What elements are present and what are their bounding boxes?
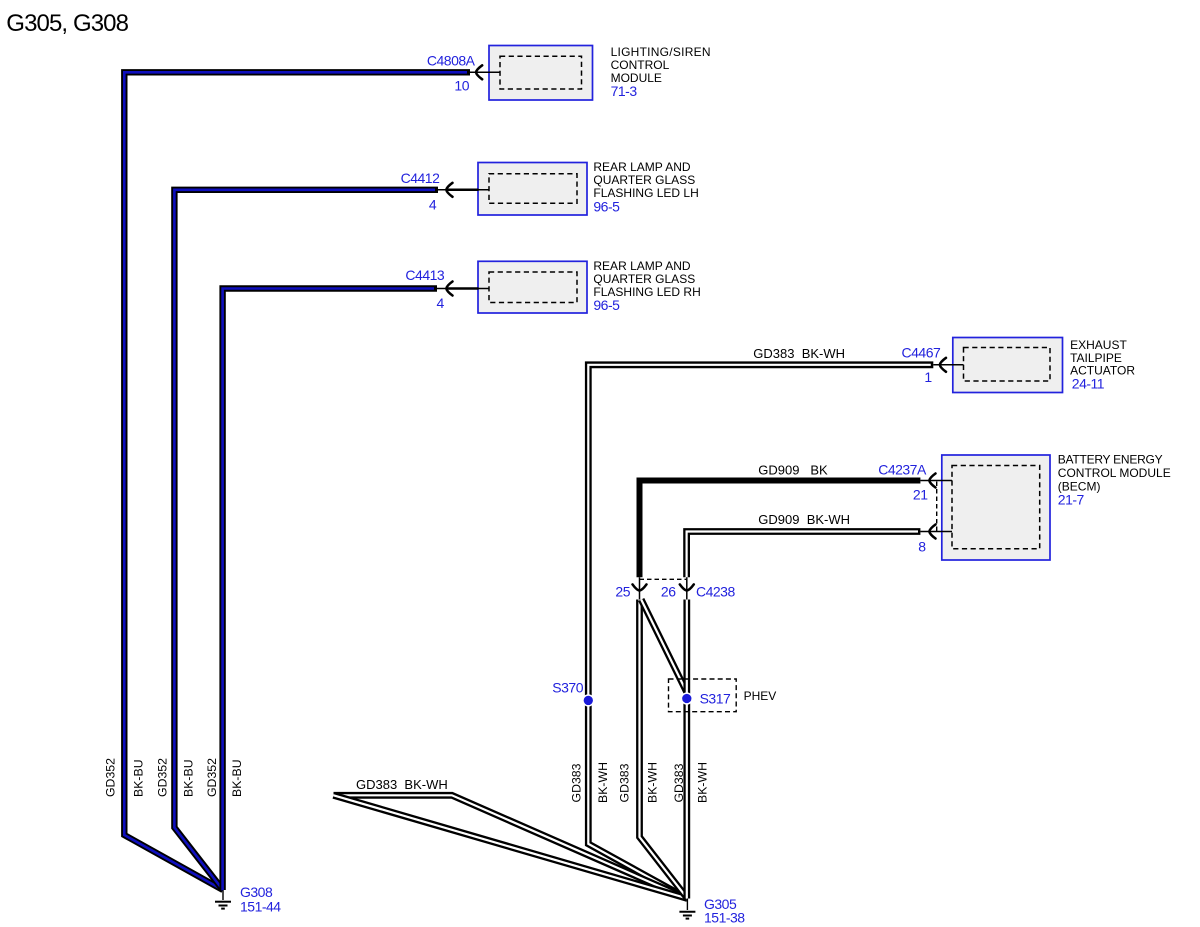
svg-text:C4467: C4467 (902, 345, 941, 361)
svg-text:GD909 BK-WH: GD909 BK-WH (758, 512, 850, 527)
svg-text:BK-WH: BK-WH (646, 762, 660, 803)
svg-text:GD352: GD352 (103, 758, 117, 797)
svg-text:G305, G308: G305, G308 (6, 10, 128, 37)
svg-text:(BECM): (BECM) (1058, 479, 1101, 493)
svg-text:REAR LAMP AND: REAR LAMP AND (593, 160, 690, 174)
svg-text:C4413: C4413 (405, 267, 444, 283)
svg-text:ACTUATOR: ACTUATOR (1070, 364, 1135, 378)
svg-text:10: 10 (454, 77, 469, 93)
svg-text:G308: G308 (240, 884, 273, 900)
svg-text:C4238: C4238 (696, 584, 735, 600)
svg-text:C4412: C4412 (401, 170, 440, 186)
svg-text:71-3: 71-3 (611, 83, 638, 99)
svg-text:FLASHING LED RH: FLASHING LED RH (593, 285, 700, 299)
svg-text:CONTROL: CONTROL (611, 58, 670, 72)
svg-text:QUARTER GLASS: QUARTER GLASS (593, 173, 695, 187)
svg-text:BK-WH: BK-WH (596, 762, 610, 803)
svg-text:C4808A: C4808A (427, 52, 476, 68)
svg-text:26: 26 (661, 584, 676, 600)
svg-text:96-5: 96-5 (593, 198, 620, 214)
svg-text:S370: S370 (552, 680, 583, 696)
svg-text:QUARTER GLASS: QUARTER GLASS (593, 272, 695, 286)
svg-text:151-44: 151-44 (240, 899, 281, 915)
svg-text:8: 8 (918, 538, 926, 554)
svg-text:GD352: GD352 (205, 758, 219, 797)
svg-text:BK-BU: BK-BU (182, 759, 196, 797)
svg-text:GD383: GD383 (618, 763, 632, 802)
svg-text:21-7: 21-7 (1058, 492, 1085, 508)
svg-text:LIGHTING/SIREN: LIGHTING/SIREN (611, 45, 711, 59)
svg-text:G305: G305 (704, 896, 737, 912)
svg-text:GD383 BK-WH: GD383 BK-WH (356, 777, 448, 792)
svg-text:EXHAUST: EXHAUST (1070, 338, 1127, 352)
svg-text:GD909 BK: GD909 BK (758, 462, 828, 477)
svg-text:BK-BU: BK-BU (230, 759, 244, 797)
svg-text:21: 21 (913, 487, 928, 503)
svg-text:25: 25 (615, 584, 630, 600)
svg-text:GD383 BK-WH: GD383 BK-WH (753, 346, 845, 361)
svg-text:TAILPIPE: TAILPIPE (1070, 351, 1122, 365)
svg-text:4: 4 (429, 196, 437, 212)
svg-text:C4237A: C4237A (878, 461, 927, 477)
svg-text:96-5: 96-5 (593, 297, 620, 313)
svg-text:S317: S317 (700, 690, 731, 706)
svg-text:MODULE: MODULE (611, 71, 662, 85)
svg-text:1: 1 (924, 369, 932, 385)
svg-text:4: 4 (437, 295, 445, 311)
svg-text:GD352: GD352 (156, 758, 170, 797)
svg-text:REAR LAMP AND: REAR LAMP AND (593, 259, 690, 273)
svg-text:24-11: 24-11 (1072, 376, 1105, 392)
svg-text:CONTROL MODULE: CONTROL MODULE (1058, 466, 1171, 480)
svg-text:GD383: GD383 (570, 763, 584, 802)
svg-text:BATTERY ENERGY: BATTERY ENERGY (1058, 453, 1163, 467)
svg-text:151-38: 151-38 (704, 910, 745, 926)
svg-text:PHEV: PHEV (744, 689, 777, 703)
svg-text:BK-WH: BK-WH (696, 762, 710, 803)
svg-text:FLASHING LED LH: FLASHING LED LH (593, 186, 698, 200)
svg-text:BK-BU: BK-BU (132, 759, 146, 797)
svg-text:GD383: GD383 (672, 763, 686, 802)
